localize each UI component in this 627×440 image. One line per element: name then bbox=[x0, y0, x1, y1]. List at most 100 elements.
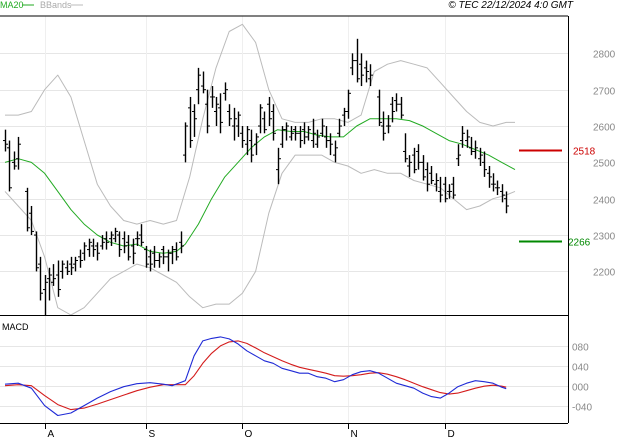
ohlc-bar bbox=[359, 53, 364, 87]
legend-bbands: BBands bbox=[40, 0, 72, 10]
ohlc-bar bbox=[298, 126, 303, 148]
ohlc-bar bbox=[117, 231, 122, 257]
ohlc-bar bbox=[196, 67, 201, 105]
ohlc-bar bbox=[236, 111, 241, 137]
ohlc-bar bbox=[337, 118, 342, 137]
ohlc-bar bbox=[82, 242, 87, 261]
ohlc-bar bbox=[443, 176, 448, 203]
macd-grid bbox=[0, 346, 568, 407]
ohlc-bar bbox=[500, 184, 505, 203]
ohlc-bar bbox=[386, 115, 391, 134]
ohlc-bar bbox=[394, 93, 399, 112]
price-levels: 2518 2266 bbox=[519, 147, 596, 249]
macd-line bbox=[4, 336, 507, 417]
ohlc-bar bbox=[51, 264, 56, 286]
ohlc-bar bbox=[271, 104, 276, 141]
macd-tick-label: -040 bbox=[572, 403, 592, 414]
ohlc-bar bbox=[7, 140, 12, 192]
ohlc-bar bbox=[214, 96, 219, 127]
ohlc-bar bbox=[60, 260, 65, 279]
ohlc-bar bbox=[284, 122, 289, 141]
bband-upper-line bbox=[5, 23, 515, 225]
price-grid bbox=[0, 16, 568, 423]
ohlc-bar bbox=[487, 166, 492, 188]
legend-ma20: MA20 bbox=[0, 0, 24, 10]
chart-legend: MA20 BBands bbox=[0, 0, 83, 10]
ohlc-bar bbox=[218, 93, 223, 134]
ohlc-bar bbox=[491, 173, 496, 192]
ohlc-bar bbox=[460, 126, 465, 148]
resistance-level-label: 2518 bbox=[573, 147, 596, 158]
price-tick-label: 2300 bbox=[593, 232, 616, 243]
ohlc-bar bbox=[157, 253, 162, 268]
ohlc-bar bbox=[306, 126, 311, 141]
month-tick-label: N bbox=[351, 429, 358, 440]
ohlc-bar bbox=[122, 231, 127, 254]
ohlc-bar bbox=[456, 144, 461, 166]
price-y-axis-labels: 2200 2300 2400 2500 2600 2700 2800 bbox=[593, 50, 616, 279]
ohlc-bar bbox=[434, 173, 439, 192]
ohlc-bar bbox=[407, 155, 412, 177]
month-tick-label: D bbox=[448, 429, 455, 440]
macd-tick-label: 000 bbox=[572, 383, 589, 394]
ohlc-bar bbox=[12, 151, 17, 170]
ohlc-bar bbox=[16, 136, 21, 170]
ohlc-bar bbox=[131, 238, 136, 265]
ohlc-bar bbox=[451, 176, 456, 199]
month-tick-label: S bbox=[149, 429, 156, 440]
ohlc-bar bbox=[179, 231, 184, 254]
ohlc-bar bbox=[465, 129, 470, 148]
ohlc-bar bbox=[144, 245, 149, 268]
price-tick-label: 2200 bbox=[593, 268, 616, 279]
ohlc-bar bbox=[109, 231, 114, 246]
ohlc-bar bbox=[328, 133, 333, 156]
price-tick-label: 2700 bbox=[593, 87, 616, 98]
ohlc-bar bbox=[333, 140, 338, 163]
ohlc-bar bbox=[135, 231, 140, 246]
ohlc-bar bbox=[205, 89, 210, 134]
ohlc-bar bbox=[188, 96, 193, 148]
ma20-line bbox=[4, 118, 516, 254]
ohlc-bar bbox=[399, 96, 404, 119]
ohlc-bar bbox=[421, 155, 426, 181]
ohlc-bar bbox=[227, 104, 232, 127]
ohlc-bar bbox=[293, 126, 298, 141]
ohlc-bar bbox=[78, 249, 83, 268]
ohlc-bar bbox=[447, 184, 452, 199]
ohlc-bar bbox=[473, 140, 478, 159]
ohlc-bar bbox=[254, 133, 259, 156]
ohlc-bar bbox=[56, 260, 61, 297]
macd-tick-label: 040 bbox=[572, 363, 589, 374]
copyright-text: © TEC 22/12/2024 4:0 GMT bbox=[448, 0, 574, 11]
ohlc-bar bbox=[29, 205, 34, 236]
ohlc-bar bbox=[240, 126, 245, 148]
ohlc-bar bbox=[223, 82, 228, 101]
ohlc-bar bbox=[368, 64, 373, 87]
ohlc-bar bbox=[495, 180, 500, 196]
ohlc-bar bbox=[403, 133, 408, 163]
ohlc-bar bbox=[482, 151, 487, 177]
ohlc-bar bbox=[412, 147, 417, 174]
price-tick-label: 2400 bbox=[593, 196, 616, 207]
ohlc-bar bbox=[161, 245, 166, 265]
chart-frame bbox=[0, 15, 569, 424]
month-tick-label: O bbox=[245, 429, 253, 440]
ohlc-bar bbox=[3, 129, 8, 152]
ma20-polyline bbox=[4, 118, 516, 254]
ohlc-bar bbox=[43, 275, 48, 315]
ohlc-bar bbox=[91, 238, 96, 257]
ohlc-bar bbox=[232, 107, 237, 141]
ohlc-bar bbox=[416, 144, 421, 170]
ohlc-bar bbox=[425, 162, 430, 192]
ohlc-bar bbox=[113, 227, 118, 243]
ohlc-bar bbox=[139, 224, 144, 246]
ohlc-bar bbox=[355, 38, 360, 83]
ohlc-bar bbox=[258, 104, 263, 134]
ohlc-bar bbox=[289, 126, 294, 141]
ohlc-bar bbox=[267, 96, 272, 127]
month-tick-label: A bbox=[48, 429, 55, 440]
price-tick-label: 2800 bbox=[593, 50, 616, 61]
ohlc-bar bbox=[320, 118, 325, 137]
